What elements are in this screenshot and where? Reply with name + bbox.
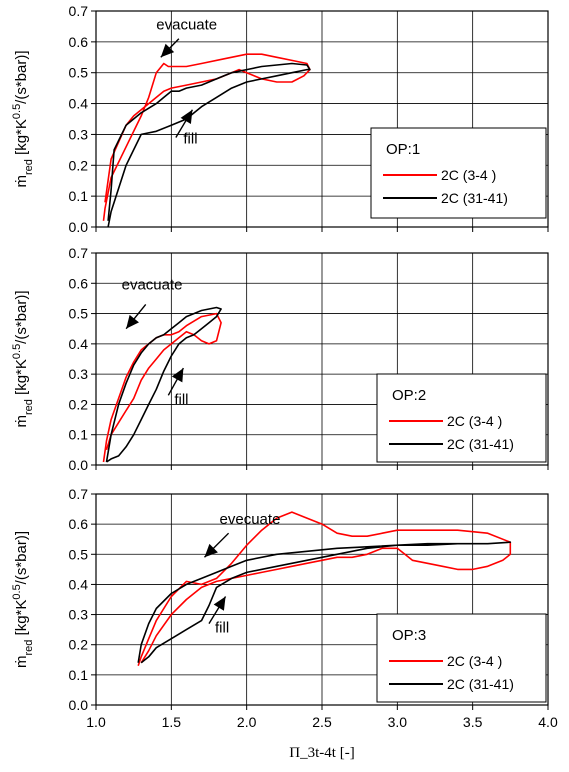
y-tick-label: 0.5 (69, 546, 89, 562)
y-tick-label: 0.3 (69, 126, 89, 142)
series-group (102, 306, 222, 463)
y-label-unit-a: [kg*K (13, 600, 30, 640)
x-tick-label: 1.5 (162, 714, 182, 730)
y-axis-label: ṁred [kg*K0.5/(s*bar)] (11, 531, 35, 668)
y-tick-label: 0.2 (69, 637, 89, 653)
annotation-arrow-head (180, 109, 193, 124)
y-tick-label: 0.4 (69, 336, 89, 352)
chart-panel-2: 0.0 0.1 0.2 0.3 0.4 0.5 0.6 0.7 evacuate fill OP:2… (11, 245, 549, 473)
series-line-red (102, 312, 222, 463)
legend-entry-label: 2C (3-4 ) (447, 653, 502, 669)
chart-panel-3: 0.0 0.1 0.2 0.3 0.4 0.5 0.6 0.7 1.0 1.5 2.0 2.5 3.0 3… (11, 486, 558, 761)
y-tick-label: 0.2 (69, 396, 89, 412)
x-tick-label: 3.5 (463, 714, 483, 730)
y-label-subscript: red (23, 159, 35, 175)
x-tick-label: 2.0 (237, 714, 257, 730)
x-tick-label: 3.0 (388, 714, 408, 730)
annotation-label: fill (174, 391, 188, 408)
y-label-unit-a: [kg*K (13, 119, 30, 159)
plot-frame (95, 10, 549, 228)
annotation-arrow-head (126, 314, 139, 329)
series-line-black (105, 306, 222, 463)
y-label-superscript: 0.5 (11, 584, 23, 599)
legend-title: OP:1 (386, 141, 420, 158)
y-tick-label: 0.1 (69, 188, 89, 204)
y-tick-label: 0.5 (69, 65, 89, 81)
legend-entry-label: 2C (31-41) (441, 190, 508, 206)
legend-entry-label: 2C (3-4 ) (447, 413, 502, 429)
y-tick-label: 0.5 (69, 306, 89, 322)
y-tick-label: 0.4 (69, 96, 89, 112)
x-axis-label: Π_3t-4t [-] (289, 745, 354, 761)
annotation-arrow-head (160, 43, 175, 58)
legend-entry-label: 2C (31-41) (447, 676, 514, 692)
y-tick-label: 0.0 (69, 219, 89, 235)
y-label-subscript: red (23, 399, 35, 415)
series-group (137, 511, 512, 667)
y-axis-label: ṁred [kg*K0.5/(s*bar)] (11, 290, 35, 427)
y-label-unit-b: /(s*bar)] (13, 290, 30, 343)
charts-root: 0.0 0.1 0.2 0.3 0.4 0.5 0.6 0.7 evacuate fill OP:1… (11, 3, 558, 761)
x-tick-label: 4.0 (538, 714, 558, 730)
y-tick-label: 0.7 (69, 486, 89, 502)
annotation-label: fill (215, 620, 229, 637)
annotation-arrow-head (204, 543, 218, 558)
plot-frame (95, 252, 549, 466)
annotation-label: evacuate (156, 17, 217, 34)
x-tick-label: 2.5 (312, 714, 332, 730)
x-tick-label: 1.0 (86, 714, 106, 730)
y-label-symbol: ṁ (13, 175, 30, 188)
y-tick-label: 0.1 (69, 427, 89, 443)
y-tick-label: 0.3 (69, 366, 89, 382)
series-line-black (137, 541, 512, 664)
y-tick-label: 0.7 (69, 245, 89, 261)
y-tick-label: 0.6 (69, 275, 89, 291)
chart-panel-1: 0.0 0.1 0.2 0.3 0.4 0.5 0.6 0.7 evacuate fill OP:1… (11, 3, 549, 235)
legend-title: OP:3 (392, 627, 426, 644)
series-line-red (102, 53, 311, 221)
y-tick-label: 0.2 (69, 157, 89, 173)
legend-box (376, 613, 547, 703)
annotation-arrow-head (213, 596, 226, 611)
annotation-label: evacuate (122, 276, 183, 293)
legend-title: OP:2 (392, 387, 426, 404)
y-label-subscript: red (23, 640, 35, 656)
legend-entry-label: 2C (31-41) (447, 436, 514, 452)
y-tick-label: 0.1 (69, 667, 89, 683)
annotation-arrow-head (171, 368, 184, 383)
annotation-label: evecuate (220, 511, 281, 528)
y-tick-label: 0.6 (69, 516, 89, 532)
y-label-unit-b: /(s*bar)] (13, 50, 30, 103)
y-tick-label: 0.6 (69, 34, 89, 50)
legend-entry-label: 2C (3-4 ) (441, 167, 496, 183)
plot-frame (95, 493, 549, 706)
y-label-symbol: ṁ (13, 415, 30, 428)
y-axis-label: ṁred [kg*K0.5/(s*bar)] (11, 50, 35, 187)
y-tick-label: 0.0 (69, 457, 89, 473)
y-tick-label: 0.4 (69, 576, 89, 592)
y-label-unit-a: [kg*K (13, 359, 30, 399)
y-label-superscript: 0.5 (11, 344, 23, 359)
y-tick-label: 0.0 (69, 697, 89, 713)
y-label-unit-b: /(s*bar)] (13, 531, 30, 584)
annotation-label: fill (183, 131, 197, 148)
y-label-symbol: ṁ (13, 656, 30, 669)
legend-box (376, 373, 547, 463)
y-tick-label: 0.3 (69, 607, 89, 623)
series-line-red (137, 511, 512, 667)
y-label-superscript: 0.5 (11, 104, 23, 119)
y-tick-label: 0.7 (69, 3, 89, 19)
legend-box (370, 127, 547, 219)
